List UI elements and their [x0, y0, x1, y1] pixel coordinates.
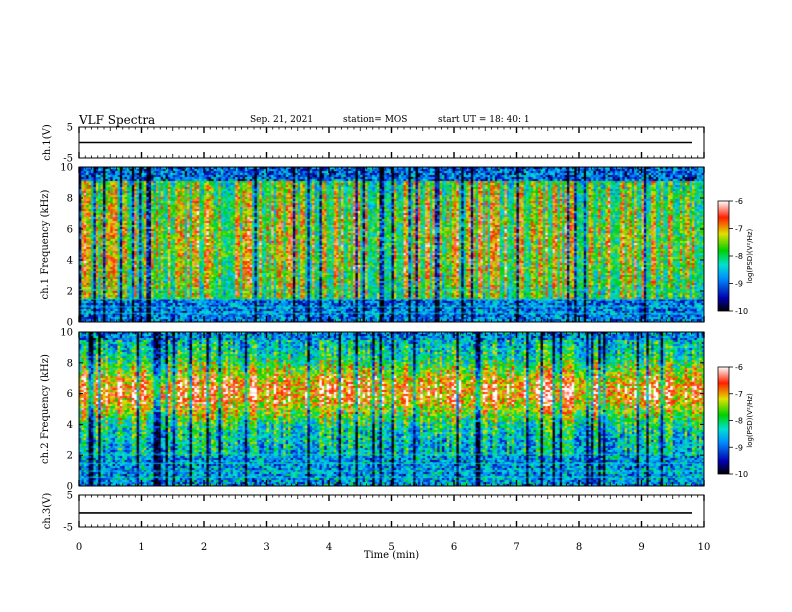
x-tick-label: 6	[451, 542, 457, 553]
y-tick-label: 4	[67, 256, 73, 267]
colorbar-label: log(PSD)(V²/Hz)	[746, 393, 754, 448]
waveform-layer	[79, 141, 692, 514]
colorbar-tick-label: -9	[735, 443, 743, 452]
y-tick-label: 6	[67, 225, 73, 236]
y-tick-label: 8	[67, 194, 73, 205]
y-tick-label: -5	[63, 154, 73, 165]
colorbar-tick-label: -9	[735, 280, 743, 289]
y-tick-label: 8	[67, 358, 73, 369]
spectrogram-ch2	[79, 332, 704, 486]
y-axis-label: ch.1 Frequency (kHz)	[40, 189, 51, 299]
station-label: station= MOS	[343, 115, 408, 125]
date-label: Sep. 21, 2021	[250, 115, 314, 125]
x-tick-label: 9	[638, 542, 644, 553]
y-tick-label: 0	[67, 482, 73, 493]
chart-title: VLF Spectra	[79, 113, 156, 127]
x-tick-label: 7	[513, 542, 519, 553]
y-axis-label: ch.3(V)	[42, 493, 53, 530]
y-tick-label: 5	[67, 491, 73, 502]
colorbar-tick-label: -10	[735, 307, 748, 316]
y-tick-label: 6	[67, 389, 73, 400]
frames-layer	[78, 126, 733, 528]
x-tick-label: 8	[576, 542, 582, 553]
y-axis-label: ch.2 Frequency (kHz)	[40, 354, 51, 464]
colorbar-tick-label: -8	[735, 252, 743, 261]
colorbar-ch2	[717, 366, 730, 475]
start-time-label: start UT = 18: 40: 1	[438, 115, 530, 125]
x-tick-label: 4	[326, 542, 332, 553]
y-tick-label: 10	[60, 163, 73, 174]
y-tick-label: -5	[63, 523, 73, 534]
y-tick-label: 2	[67, 451, 73, 462]
spectrogram-layer	[79, 167, 704, 486]
x-axis-label: Time (min)	[364, 550, 419, 561]
colorbar-tick-label: -8	[735, 417, 743, 426]
y-tick-label: 2	[67, 287, 73, 298]
colorbar-tick-label: -6	[735, 363, 743, 372]
y-axis-label: ch.1(V)	[42, 124, 53, 161]
y-tick-label: 0	[67, 318, 73, 329]
y-tick-label: 5	[67, 123, 73, 134]
x-tick-label: 10	[698, 542, 711, 553]
colorbar-label: log(PSD)(V²/Hz)	[746, 228, 754, 283]
colorbar-tick-label: -10	[735, 470, 748, 479]
spectrogram-ch1	[79, 167, 704, 322]
colorbar-tick-label: -6	[735, 197, 743, 206]
x-tick-label: 2	[201, 542, 207, 553]
colorbar-ch1	[717, 200, 730, 312]
x-tick-label: 1	[138, 542, 144, 553]
colorbar-tick-label: -7	[735, 390, 743, 399]
colorbar-tick-label: -7	[735, 225, 743, 234]
x-tick-label: 3	[263, 542, 269, 553]
x-tick-label: 5	[388, 542, 394, 553]
y-tick-label: 4	[67, 420, 73, 431]
x-tick-label: 0	[76, 542, 82, 553]
y-tick-label: 10	[60, 328, 73, 339]
